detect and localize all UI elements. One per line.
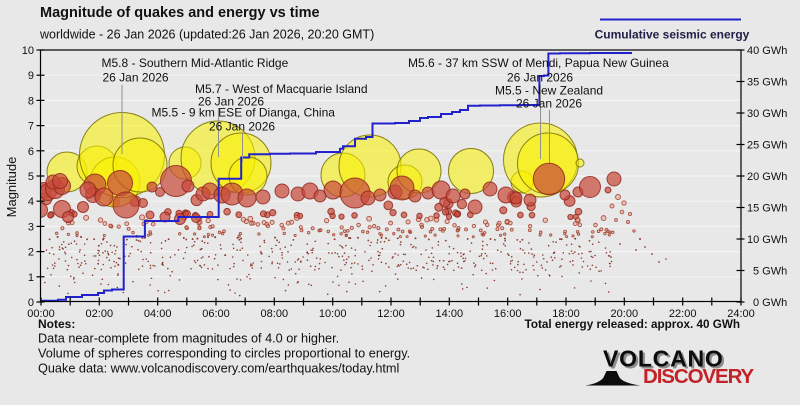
svg-text:35 GWh: 35 GWh: [747, 77, 787, 89]
svg-text:worldwide - 26 Jan 2026 (updat: worldwide - 26 Jan 2026 (updated:26 Jan …: [39, 28, 374, 42]
svg-text:22:00: 22:00: [669, 308, 697, 320]
svg-text:08:00: 08:00: [261, 308, 289, 320]
svg-text:15 GWh: 15 GWh: [747, 203, 787, 215]
svg-text:Notes:: Notes:: [38, 317, 75, 331]
svg-text:10: 10: [22, 45, 34, 57]
svg-text:26 Jan 2026: 26 Jan 2026: [516, 97, 582, 111]
svg-text:2: 2: [28, 247, 34, 259]
svg-text:26 Jan 2026: 26 Jan 2026: [507, 71, 573, 85]
svg-text:Cumulative seismic energy: Cumulative seismic energy: [595, 28, 750, 42]
svg-text:12:00: 12:00: [377, 308, 405, 320]
svg-text:Magnitude of quakes and energy: Magnitude of quakes and energy vs time: [40, 5, 320, 21]
svg-text:04:00: 04:00: [144, 308, 172, 320]
svg-text:M5.7 - West of Macquarie Islan: M5.7 - West of Macquarie Island: [195, 82, 368, 96]
svg-text:M5.5 - New Zealand: M5.5 - New Zealand: [495, 84, 603, 98]
svg-text:Volume of spheres correspondin: Volume of spheres corresponding to circl…: [38, 347, 410, 361]
svg-text:20:00: 20:00: [611, 308, 639, 320]
svg-text:00:00: 00:00: [27, 308, 55, 320]
svg-text:7: 7: [28, 121, 34, 133]
svg-text:Data near-complete from magnit: Data near-complete from magnitudes of 4.…: [38, 332, 339, 346]
svg-text:6: 6: [28, 146, 34, 158]
svg-text:20 GWh: 20 GWh: [747, 171, 787, 183]
svg-text:5 GWh: 5 GWh: [753, 266, 787, 278]
svg-text:8: 8: [28, 95, 34, 107]
svg-text:0 GWh: 0 GWh: [753, 297, 787, 309]
svg-text:Quake data: www.volcanodiscove: Quake data: www.volcanodiscovery.com/ear…: [38, 362, 399, 376]
svg-text:Total energy released: approx.: Total energy released: approx. 40 GWh: [525, 318, 740, 331]
svg-text:40 GWh: 40 GWh: [747, 45, 787, 57]
svg-text:DISCOVERY: DISCOVERY: [643, 365, 755, 388]
svg-text:VOLCANO: VOLCANO: [603, 346, 724, 372]
svg-text:06:00: 06:00: [202, 308, 230, 320]
svg-text:Magnitude: Magnitude: [4, 157, 19, 218]
svg-text:18:00: 18:00: [552, 308, 580, 320]
svg-text:26 Jan 2026: 26 Jan 2026: [209, 120, 275, 134]
svg-text:0: 0: [28, 297, 34, 309]
svg-text:VOLCANO: VOLCANO: [605, 347, 726, 373]
svg-text:3: 3: [28, 221, 34, 233]
svg-text:02:00: 02:00: [86, 308, 114, 320]
svg-text:25 GWh: 25 GWh: [747, 140, 787, 152]
svg-text:M5.8 - Southern Mid-Atlantic R: M5.8 - Southern Mid-Atlantic Ridge: [102, 56, 289, 70]
svg-text:M5.6 - 37 km SSW of Mendi, Pap: M5.6 - 37 km SSW of Mendi, Papua New Gui…: [408, 56, 669, 70]
svg-text:26 Jan 2026: 26 Jan 2026: [103, 71, 169, 85]
svg-text:10:00: 10:00: [319, 308, 347, 320]
svg-text:4: 4: [28, 196, 34, 208]
svg-text:5: 5: [28, 171, 34, 183]
svg-text:1: 1: [28, 272, 34, 284]
svg-text:10 GWh: 10 GWh: [747, 234, 787, 246]
svg-text:M5.5 - 9 km ESE of Dianga, Chi: M5.5 - 9 km ESE of Dianga, China: [152, 106, 336, 120]
svg-text:26 Jan 2026: 26 Jan 2026: [198, 95, 264, 109]
svg-text:24:00: 24:00: [727, 308, 755, 320]
svg-text:16:00: 16:00: [494, 308, 522, 320]
svg-text:9: 9: [28, 70, 34, 82]
svg-text:30 GWh: 30 GWh: [747, 108, 787, 120]
svg-text:14:00: 14:00: [436, 308, 464, 320]
